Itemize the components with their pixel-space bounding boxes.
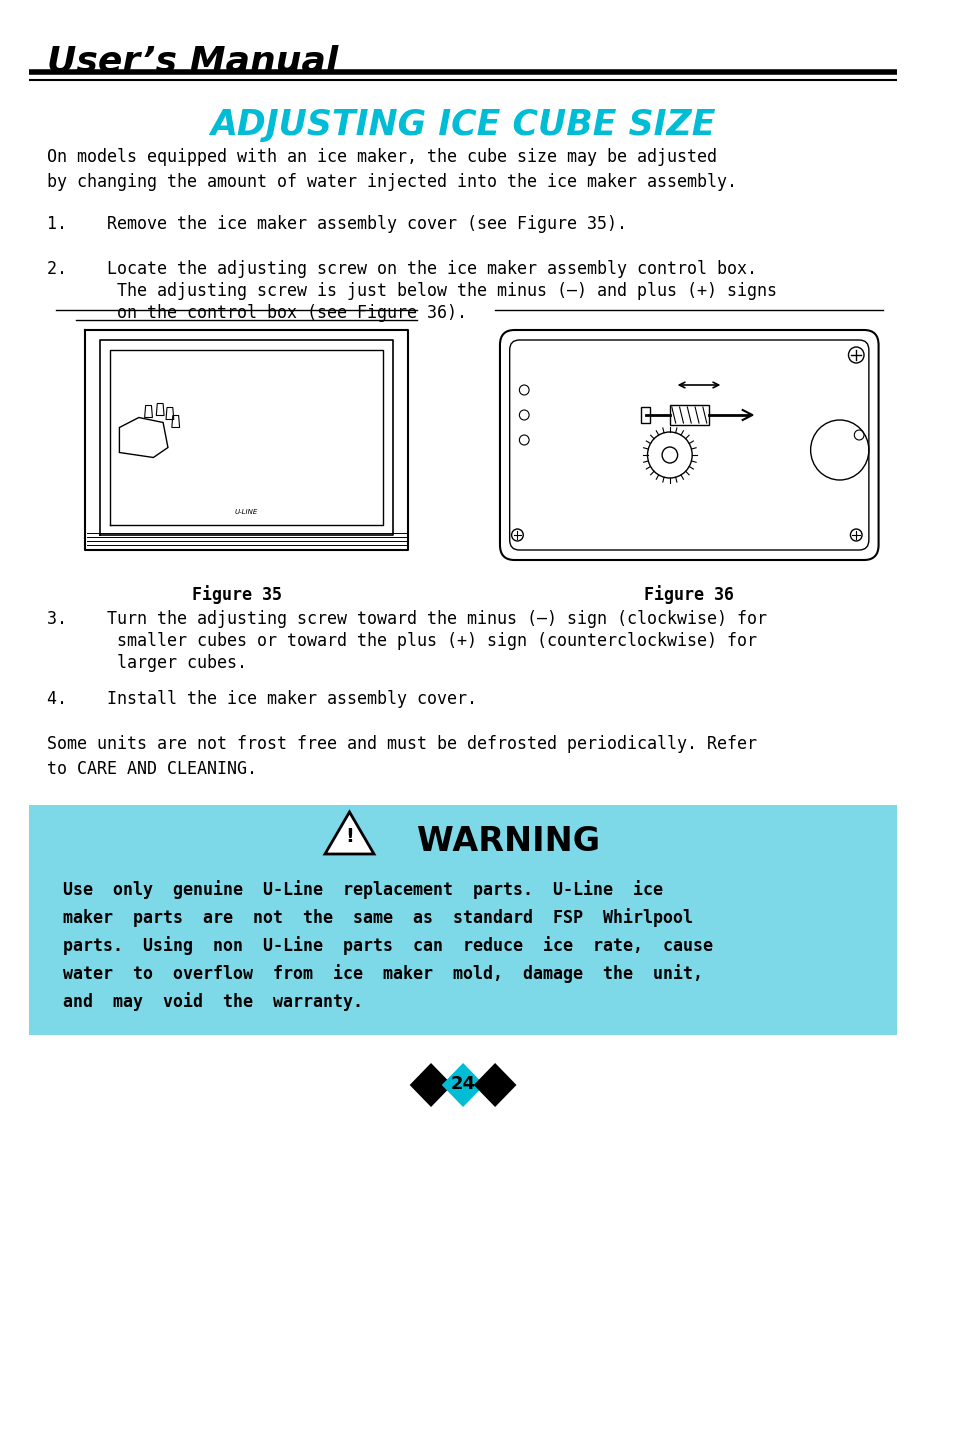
- Text: !: !: [345, 827, 354, 846]
- Text: On models equipped with an ice maker, the cube size may be adjusted
by changing : On models equipped with an ice maker, th…: [47, 147, 736, 190]
- Text: 24: 24: [450, 1075, 476, 1093]
- Text: 2.    Locate the adjusting screw on the ice maker assembly control box.: 2. Locate the adjusting screw on the ice…: [47, 260, 756, 278]
- Text: 4.    Install the ice maker assembly cover.: 4. Install the ice maker assembly cover.: [47, 690, 476, 708]
- Text: larger cubes.: larger cubes.: [47, 654, 246, 673]
- Text: ADJUSTING ICE CUBE SIZE: ADJUSTING ICE CUBE SIZE: [210, 107, 715, 142]
- Text: U-LINE: U-LINE: [234, 509, 258, 515]
- Text: Figure 35: Figure 35: [192, 585, 281, 604]
- Bar: [669, 405, 708, 425]
- Text: WARNING: WARNING: [417, 826, 600, 859]
- Bar: [640, 406, 650, 424]
- Text: smaller cubes or toward the plus (+) sign (counterclockwise) for: smaller cubes or toward the plus (+) sig…: [47, 633, 756, 650]
- Text: Some units are not frost free and must be defrosted periodically. Refer
to CARE : Some units are not frost free and must b…: [47, 736, 756, 778]
- Polygon shape: [474, 1063, 516, 1108]
- Text: Use  only  genuine  U-Line  replacement  parts.  U-Line  ice
maker  parts  are  : Use only genuine U-Line replacement part…: [63, 880, 712, 1010]
- Polygon shape: [325, 811, 374, 854]
- FancyBboxPatch shape: [30, 806, 896, 1035]
- Text: 3.    Turn the adjusting screw toward the minus (–) sign (clockwise) for: 3. Turn the adjusting screw toward the m…: [47, 610, 766, 628]
- Text: on the control box (see Figure 36).: on the control box (see Figure 36).: [47, 303, 466, 322]
- Text: Figure 36: Figure 36: [643, 585, 734, 604]
- Polygon shape: [409, 1063, 452, 1108]
- Text: User’s Manual: User’s Manual: [47, 44, 337, 79]
- Polygon shape: [441, 1063, 484, 1108]
- Text: 1.    Remove the ice maker assembly cover (see Figure 35).: 1. Remove the ice maker assembly cover (…: [47, 215, 626, 233]
- Text: The adjusting screw is just below the minus (–) and plus (+) signs: The adjusting screw is just below the mi…: [47, 282, 776, 301]
